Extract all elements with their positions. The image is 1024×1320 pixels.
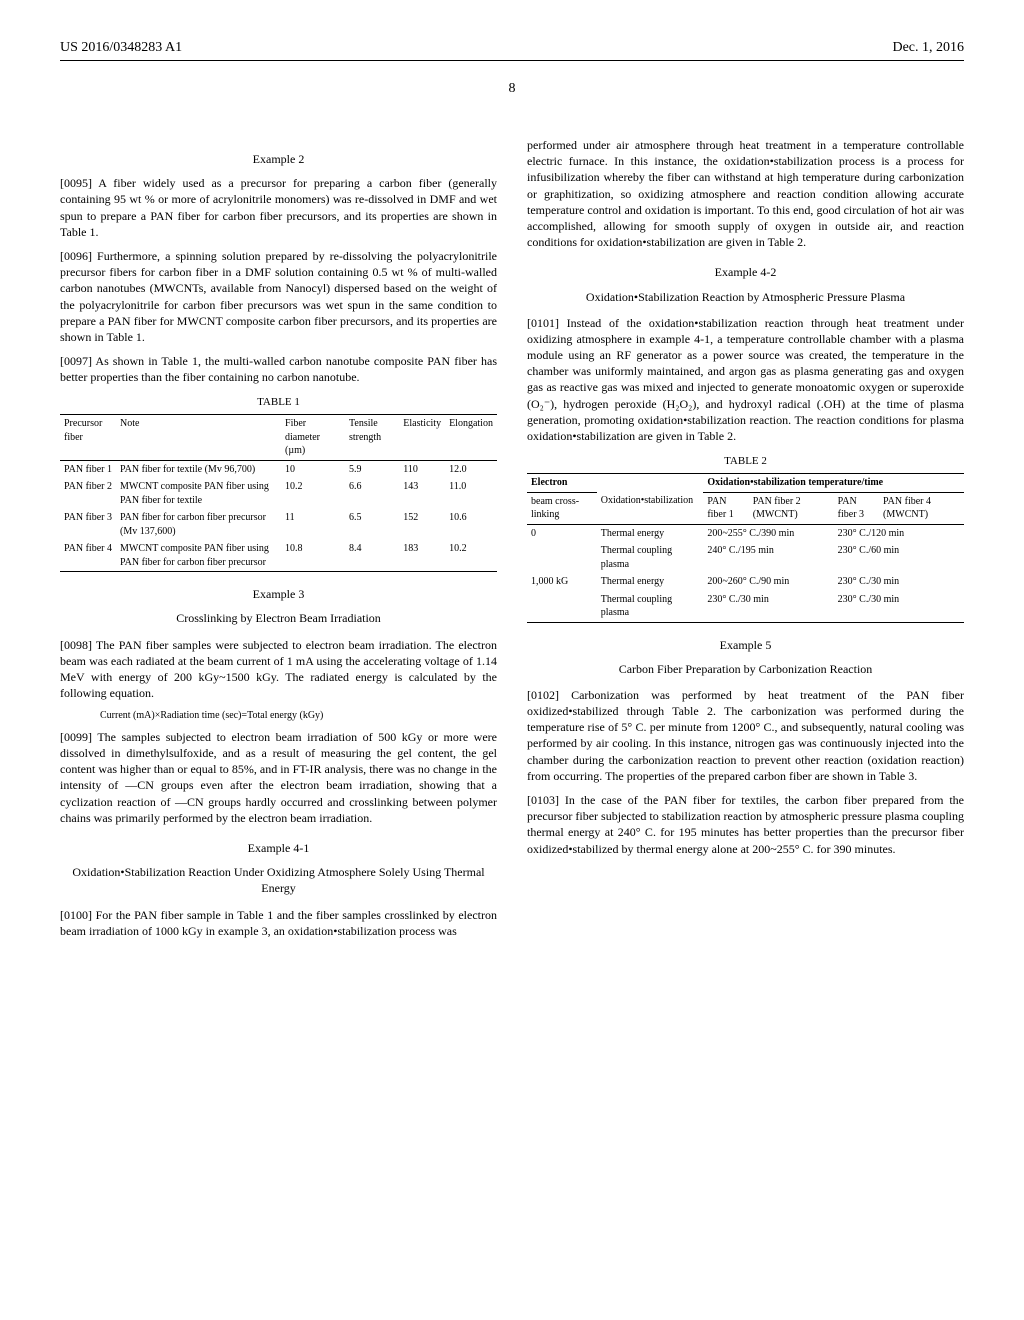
- cell: 230° C./60 min: [834, 542, 964, 573]
- para-0100: [0100] For the PAN fiber sample in Table…: [60, 907, 497, 939]
- cell: 230° C./30 min: [834, 591, 964, 623]
- table-row: 1,000 kG Thermal energy 200~260° C./90 m…: [527, 573, 964, 591]
- para-0103: [0103] In the case of the PAN fiber for …: [527, 792, 964, 857]
- para-0095: [0095] A fiber widely used as a precurso…: [60, 175, 497, 240]
- table-row: 0 Thermal energy 200~255° C./390 min 230…: [527, 524, 964, 542]
- table-1-caption: TABLE 1: [60, 395, 497, 410]
- para-0099: [0099] The samples subjected to electron…: [60, 729, 497, 826]
- example-5-subtitle: Carbon Fiber Preparation by Carbonizatio…: [527, 661, 964, 677]
- table-row: PAN fiber 3 PAN fiber for carbon fiber p…: [60, 509, 497, 540]
- para-0097: [0097] As shown in Table 1, the multi-wa…: [60, 353, 497, 385]
- page-header: US 2016/0348283 A1 Dec. 1, 2016: [60, 40, 964, 61]
- t2-h-f3: PAN fiber 3: [834, 492, 879, 524]
- para-0096: [0096] Furthermore, a spinning solution …: [60, 248, 497, 345]
- cell: 11: [281, 509, 345, 540]
- table-row: PAN fiber 4 MWCNT composite PAN fiber us…: [60, 540, 497, 572]
- table-2-caption: TABLE 2: [527, 454, 964, 469]
- t1-col-3: Tensile strength: [345, 415, 399, 461]
- equation: Current (mA)×Radiation time (sec)=Total …: [100, 709, 497, 723]
- cell: 0: [527, 524, 597, 542]
- cell: 230° C./30 min: [703, 591, 833, 623]
- t2-h-f4: PAN fiber 4 (MWCNT): [879, 492, 964, 524]
- table-1: Precursor fiber Note Fiber diameter (µm)…: [60, 414, 497, 572]
- cell: MWCNT composite PAN fiber using PAN fibe…: [116, 540, 281, 572]
- cell: 200~260° C./90 min: [703, 573, 833, 591]
- cell: Thermal coupling plasma: [597, 591, 704, 623]
- t1-col-4: Elasticity: [399, 415, 445, 461]
- cell: 10.6: [445, 509, 497, 540]
- cell: Thermal coupling plasma: [597, 542, 704, 573]
- cell: 10.8: [281, 540, 345, 572]
- cell: 183: [399, 540, 445, 572]
- cell: 143: [399, 478, 445, 509]
- table-row: PAN fiber 1 PAN fiber for textile (Mv 96…: [60, 460, 497, 478]
- table-row: PAN fiber 2 MWCNT composite PAN fiber us…: [60, 478, 497, 509]
- cell: [527, 591, 597, 623]
- example-4-2-subtitle: Oxidation•Stabilization Reaction by Atmo…: [527, 289, 964, 305]
- cell: 8.4: [345, 540, 399, 572]
- t2-h-oxida: Oxidation•stabilization: [597, 492, 704, 524]
- cell: 5.9: [345, 460, 399, 478]
- t2-h-beam: beam cross-linking: [527, 492, 597, 524]
- cell: PAN fiber for carbon fiber precursor (Mv…: [116, 509, 281, 540]
- table-2: Electron Oxidation•stabilization tempera…: [527, 473, 964, 623]
- table-row: Thermal coupling plasma 240° C./195 min …: [527, 542, 964, 573]
- cell: 10: [281, 460, 345, 478]
- pub-number: US 2016/0348283 A1: [60, 40, 182, 56]
- example-4-1-subtitle: Oxidation•Stabilization Reaction Under O…: [60, 864, 497, 896]
- para-0102: [0102] Carbonization was performed by he…: [527, 687, 964, 784]
- right-column: performed under air atmosphere through h…: [527, 137, 964, 947]
- cell: Thermal energy: [597, 524, 704, 542]
- left-column: Example 2 [0095] A fiber widely used as …: [60, 137, 497, 947]
- cell: 6.6: [345, 478, 399, 509]
- example-5-title: Example 5: [527, 637, 964, 653]
- t2-h-f2: PAN fiber 2 (MWCNT): [749, 492, 834, 524]
- cell: 11.0: [445, 478, 497, 509]
- para-0101: [0101] Instead of the oxidation•stabiliz…: [527, 315, 964, 445]
- cell: 230° C./120 min: [834, 524, 964, 542]
- example-4-2-title: Example 4-2: [527, 264, 964, 280]
- cell: 200~255° C./390 min: [703, 524, 833, 542]
- para-cont: performed under air atmosphere through h…: [527, 137, 964, 250]
- cell: 110: [399, 460, 445, 478]
- cell: PAN fiber 3: [60, 509, 116, 540]
- table-row: Thermal coupling plasma 230° C./30 min 2…: [527, 591, 964, 623]
- cell: Thermal energy: [597, 573, 704, 591]
- cell: 12.0: [445, 460, 497, 478]
- cell: PAN fiber 4: [60, 540, 116, 572]
- example-3-title: Example 3: [60, 586, 497, 602]
- cell: 10.2: [445, 540, 497, 572]
- t1-col-2: Fiber diameter (µm): [281, 415, 345, 461]
- cell: 6.5: [345, 509, 399, 540]
- t2-h-span: Oxidation•stabilization temperature/time: [703, 474, 964, 493]
- cell: 10.2: [281, 478, 345, 509]
- cell: PAN fiber 1: [60, 460, 116, 478]
- cell: 240° C./195 min: [703, 542, 833, 573]
- content-columns: Example 2 [0095] A fiber widely used as …: [60, 137, 964, 947]
- t1-col-5: Elongation: [445, 415, 497, 461]
- example-4-1-title: Example 4-1: [60, 840, 497, 856]
- cell: 1,000 kG: [527, 573, 597, 591]
- pub-date: Dec. 1, 2016: [892, 40, 964, 56]
- cell: PAN fiber for textile (Mv 96,700): [116, 460, 281, 478]
- t1-col-1: Note: [116, 415, 281, 461]
- cell: MWCNT composite PAN fiber using PAN fibe…: [116, 478, 281, 509]
- t2-h-f1: PAN fiber 1: [703, 492, 748, 524]
- cell: PAN fiber 2: [60, 478, 116, 509]
- page-number: 8: [60, 81, 964, 97]
- example-3-subtitle: Crosslinking by Electron Beam Irradiatio…: [60, 610, 497, 626]
- cell: 152: [399, 509, 445, 540]
- cell: [527, 542, 597, 573]
- example-2-title: Example 2: [60, 151, 497, 167]
- t2-h-electron: Electron: [527, 474, 597, 493]
- cell: 230° C./30 min: [834, 573, 964, 591]
- t1-col-0: Precursor fiber: [60, 415, 116, 461]
- para-0098: [0098] The PAN fiber samples were subjec…: [60, 637, 497, 702]
